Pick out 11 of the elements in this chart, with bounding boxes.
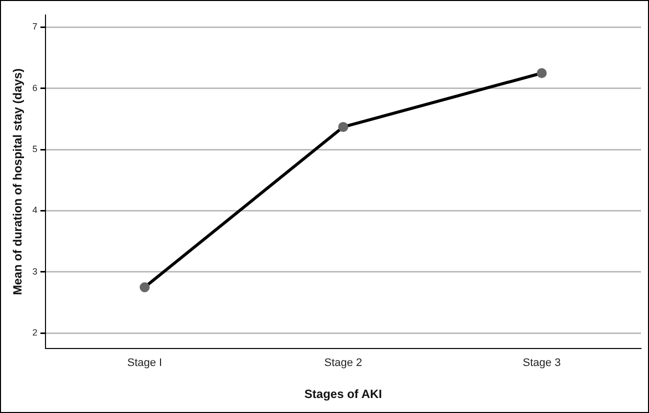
y-tick-label: 6 [32, 82, 38, 93]
y-tick-label: 7 [32, 22, 38, 32]
y-tick-label: 5 [32, 144, 38, 154]
y-axis-title: Mean of duration of hospital stay (days) [10, 68, 25, 296]
y-tick-label: 4 [32, 205, 38, 216]
y-tick-label: 2 [32, 328, 38, 338]
x-tick-label: Stage 3 [522, 357, 561, 370]
x-tick-label: Stage I [127, 357, 162, 370]
x-tick-label: Stage 2 [324, 357, 362, 370]
x-axis-title: Stages of AKI [304, 387, 382, 402]
y-tick-label: 3 [32, 266, 38, 276]
